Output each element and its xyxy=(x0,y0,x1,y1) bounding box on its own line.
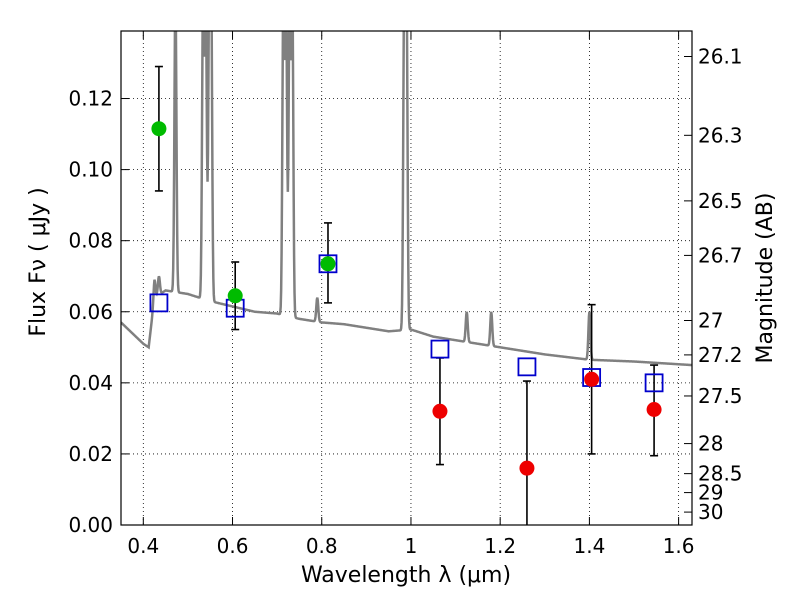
right-tick-label: 29 xyxy=(698,481,723,505)
measured-point-marker xyxy=(584,371,600,387)
right-tick-label: 28.5 xyxy=(698,462,743,486)
model-square-marker xyxy=(149,293,169,313)
right-tick-label: 27 xyxy=(698,308,723,332)
y-tick-label: 0.02 xyxy=(68,442,113,466)
right-tick-label: 28 xyxy=(698,432,723,456)
right-tick-label: 30 xyxy=(698,500,723,524)
x-axis-label: Wavelength λ (μm) xyxy=(301,563,511,588)
model-square-marker xyxy=(517,357,537,377)
model-square-marker xyxy=(644,373,664,393)
y-tick-label: 0.10 xyxy=(68,158,113,182)
x-tick-label: 1.2 xyxy=(484,534,516,558)
x-tick-label: 0.6 xyxy=(217,534,249,558)
right-tick-label: 26.1 xyxy=(698,44,743,68)
x-tick-label: 1.4 xyxy=(573,534,605,558)
right-tick-label: 27.2 xyxy=(698,343,743,367)
y-axis-label: Flux Fν ( μJy ) xyxy=(26,187,51,336)
measured-point-marker xyxy=(227,288,243,304)
y-tick-label: 0.06 xyxy=(68,300,113,324)
model-square-marker xyxy=(430,339,450,359)
measured-point-marker xyxy=(432,403,448,419)
y-tick-label: 0.08 xyxy=(68,229,113,253)
measured-point-marker xyxy=(151,121,167,137)
x-tick-label: 1.6 xyxy=(663,534,695,558)
right-tick-label: 26.3 xyxy=(698,123,743,147)
right-tick-label: 26.5 xyxy=(698,189,743,213)
plot-frame xyxy=(120,30,693,526)
y-tick-label: 0.12 xyxy=(68,87,113,111)
y-tick-label: 0.04 xyxy=(68,371,113,395)
x-tick-label: 1 xyxy=(405,534,418,558)
right-axis-label: Magnitude (AB) xyxy=(753,193,778,364)
measured-point-marker xyxy=(646,401,662,417)
model-spectrum xyxy=(121,31,692,367)
x-tick-label: 0.4 xyxy=(127,534,159,558)
model-square-marker xyxy=(318,254,338,274)
x-tick-label: 0.8 xyxy=(306,534,338,558)
data-markers xyxy=(149,121,664,476)
right-tick-label: 26.7 xyxy=(698,243,743,267)
spectrum-line xyxy=(121,31,692,367)
y-tick-label: 0.00 xyxy=(68,513,113,537)
measured-point-marker xyxy=(519,460,535,476)
measured-point-marker xyxy=(320,256,336,272)
axis-ticks: 0.4 0.6 0.8 1 1.2 1.4 1.6 0.00 0.02 0.04 0.06 0.08 0… xyxy=(68,31,743,558)
right-tick-label: 27.5 xyxy=(698,384,743,408)
